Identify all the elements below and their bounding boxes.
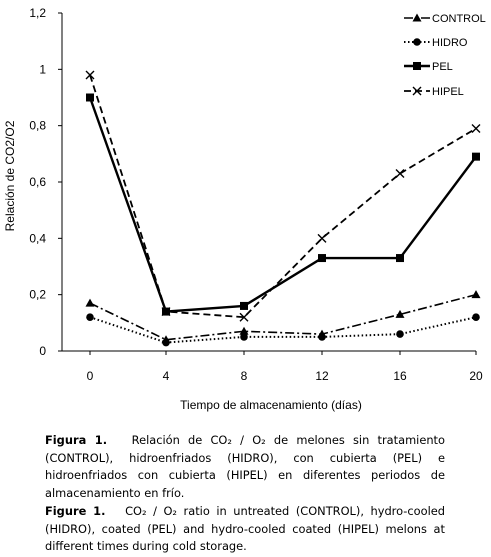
legend-marker-control <box>412 13 422 22</box>
series-control <box>85 290 481 344</box>
legend-label-hidro: HIDRO <box>432 37 468 49</box>
data-point-hipel <box>85 70 95 80</box>
data-point-control <box>239 326 249 335</box>
data-point-hidro <box>318 333 326 341</box>
data-point-hidro <box>162 338 170 347</box>
y-axis-label: Relación de CO2/O2 <box>3 120 17 231</box>
series-hipel <box>85 70 481 322</box>
series-line-control <box>89 293 477 341</box>
x-tick-label: 16 <box>393 369 407 383</box>
series-layer <box>85 70 481 347</box>
x-axis-ticks: 0 4 8 12 16 20 <box>87 351 483 383</box>
legend: CONTROL HIDRO PEL HIPEL <box>404 13 486 98</box>
data-point-pel <box>86 93 94 102</box>
legend-label-hipel: HIPEL <box>432 86 464 98</box>
legend-marker-hidro <box>413 38 421 46</box>
series-line-pel <box>88 97 477 313</box>
x-tick-label: 4 <box>163 369 170 383</box>
y-tick-label: 0,4 <box>29 231 46 245</box>
data-point-hidro <box>86 313 94 322</box>
data-point-pel <box>396 254 404 263</box>
legend-label-control: CONTROL <box>432 13 486 25</box>
caption-text-en: CO₂ / O₂ ratio in untreated (CONTROL), h… <box>45 504 446 553</box>
y-tick-label: 0,8 <box>29 119 46 133</box>
x-tick-label: 20 <box>469 369 483 383</box>
y-tick-label: 1,2 <box>29 6 46 20</box>
figure-caption-spanish: Figura 1. Relación de CO₂ / O₂ de melone… <box>45 432 445 502</box>
y-tick-label: 0 <box>39 344 46 358</box>
caption-label-es: Figura 1. <box>45 433 108 447</box>
caption-label-en: Figure 1. <box>45 504 106 518</box>
legend-marker-hipel <box>412 86 422 96</box>
data-point-hidro <box>472 313 480 322</box>
line-chart: 0 0,2 0,4 0,6 0,8 1 1,2 0 4 8 12 16 20 CONTROL HIDRO… <box>3 6 486 412</box>
x-tick-label: 12 <box>315 369 329 383</box>
x-axis-label: Tiempo de almacenamiento (días) <box>180 398 362 412</box>
legend-marker-pel <box>413 62 421 70</box>
data-point-control <box>85 298 95 307</box>
x-tick-label: 8 <box>241 369 248 383</box>
data-point-control <box>471 290 481 299</box>
series-hidro <box>86 313 480 347</box>
y-tick-label: 0,6 <box>29 175 46 189</box>
data-point-pel <box>240 301 248 310</box>
x-tick-label: 0 <box>87 369 94 383</box>
series-line-hipel <box>89 74 477 319</box>
data-point-hidro <box>240 333 248 341</box>
figure-caption-english: Figure 1. CO₂ / O₂ ratio in untreated (C… <box>45 503 445 556</box>
series-pel <box>86 93 480 316</box>
legend-label-pel: PEL <box>432 61 453 73</box>
data-point-pel <box>472 152 480 161</box>
caption-text-es: Relación de CO₂ / O₂ de melones sin trat… <box>45 433 445 500</box>
data-point-hipel <box>161 307 171 317</box>
data-point-control <box>395 309 405 318</box>
data-point-hidro <box>396 330 404 338</box>
data-point-hipel <box>239 312 249 322</box>
y-axis-ticks: 0 0,2 0,4 0,6 0,8 1 1,2 <box>29 6 62 358</box>
series-line-hidro <box>89 316 477 344</box>
data-point-pel <box>318 254 326 263</box>
y-tick-label: 1 <box>39 62 46 76</box>
data-point-hipel <box>471 123 481 133</box>
data-point-hipel <box>395 169 405 179</box>
y-tick-label: 0,2 <box>29 288 46 302</box>
data-point-hipel <box>317 233 327 243</box>
